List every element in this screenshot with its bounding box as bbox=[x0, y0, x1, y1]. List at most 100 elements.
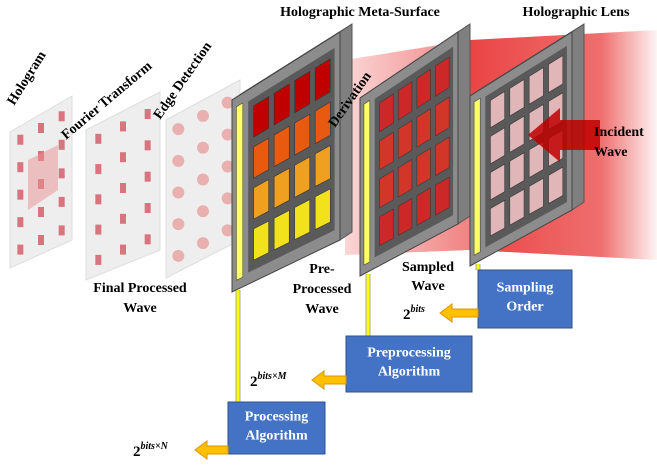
incident-wave: Incident Wave bbox=[594, 125, 644, 160]
meta-surface-title: Holographic Meta-Surface bbox=[280, 5, 440, 20]
pattern-dot bbox=[120, 183, 126, 193]
meta-atom bbox=[397, 158, 413, 198]
panel-side bbox=[457, 23, 471, 225]
pattern-dot bbox=[58, 168, 65, 179]
pattern-dot bbox=[120, 244, 126, 255]
meta-atom bbox=[490, 127, 505, 165]
meta-atom bbox=[314, 58, 331, 102]
pattern-dot bbox=[197, 109, 209, 122]
block-label-line: Algorithm bbox=[378, 365, 441, 380]
pattern-dot bbox=[17, 244, 24, 255]
pattern-dot bbox=[38, 235, 44, 245]
sampled-wave: Sampled Wave bbox=[402, 260, 454, 294]
hologram-patch bbox=[28, 145, 58, 210]
panel-strip bbox=[473, 97, 481, 256]
pattern-dot bbox=[144, 234, 151, 245]
block-label-line: Preprocessing bbox=[367, 346, 450, 361]
block-label: Sampling Order bbox=[497, 281, 554, 315]
pattern-dot bbox=[144, 109, 151, 119]
pattern-dot bbox=[197, 205, 209, 218]
meta-atom bbox=[397, 119, 413, 160]
meta-atom bbox=[435, 96, 450, 137]
algorithm-block bbox=[345, 335, 473, 393]
pattern-dot bbox=[58, 196, 65, 207]
pattern-dot bbox=[172, 249, 185, 262]
algorithm-block bbox=[227, 401, 326, 455]
block-label-line: Processing bbox=[245, 410, 309, 425]
pattern-dot bbox=[197, 237, 209, 250]
meta-atom bbox=[314, 188, 331, 230]
output-exponent: bits×M bbox=[258, 371, 288, 382]
meta-atom bbox=[416, 187, 431, 226]
meta-atom bbox=[314, 145, 331, 188]
pattern-dot bbox=[17, 134, 24, 145]
panel-side bbox=[339, 23, 353, 241]
panel-strip bbox=[363, 99, 371, 266]
meta-atom bbox=[294, 199, 311, 241]
meta-atom bbox=[379, 131, 394, 171]
pattern-dot bbox=[17, 217, 24, 228]
meta-atom bbox=[509, 78, 525, 117]
pattern-dot bbox=[221, 224, 234, 237]
meta-atom bbox=[253, 179, 270, 220]
meta-atom bbox=[509, 188, 525, 226]
pattern-dot bbox=[95, 254, 102, 265]
pattern-dot bbox=[221, 192, 234, 205]
pattern-dot bbox=[95, 224, 102, 235]
pattern-dot bbox=[95, 164, 102, 175]
pattern-dot bbox=[144, 140, 151, 151]
meta-atom bbox=[435, 56, 450, 97]
meta-atom bbox=[379, 93, 394, 133]
output-size: 2bits bbox=[403, 304, 425, 323]
meta-atom bbox=[273, 209, 290, 251]
output-base: 2 bbox=[250, 374, 258, 390]
meta-atom bbox=[379, 170, 394, 209]
meta-atom bbox=[490, 163, 505, 201]
pattern-dot bbox=[38, 123, 44, 133]
pattern-dot bbox=[144, 203, 151, 213]
block-label-line: Algorithm bbox=[245, 429, 308, 444]
hologram-label: Hologram bbox=[5, 48, 50, 108]
meta-atom bbox=[548, 166, 564, 205]
pattern-dot bbox=[221, 96, 234, 109]
meta-atom bbox=[509, 115, 525, 153]
output-size: 2bits×M bbox=[250, 371, 288, 390]
output-arrow bbox=[311, 370, 347, 390]
incident-arrow bbox=[528, 108, 600, 162]
block-label-line: Sampling bbox=[497, 281, 554, 296]
pattern-dot bbox=[17, 162, 24, 173]
pattern-dot bbox=[58, 225, 65, 236]
pattern-dot bbox=[58, 111, 65, 122]
panel-window bbox=[248, 47, 335, 273]
drawing bbox=[9, 23, 657, 402]
algorithm-block bbox=[477, 269, 573, 329]
block-label: Processing Algorithm bbox=[245, 410, 309, 444]
output-size: 2bits×N bbox=[133, 441, 169, 460]
pattern-dot bbox=[17, 189, 24, 200]
pattern-dot bbox=[172, 218, 185, 231]
pattern-dot bbox=[221, 160, 234, 173]
pattern-dot bbox=[120, 121, 126, 132]
pattern-dot bbox=[120, 213, 126, 224]
pattern-dot bbox=[221, 128, 234, 141]
output-exponent: bits×N bbox=[141, 441, 169, 452]
meta-atom bbox=[509, 152, 525, 190]
meta-atom bbox=[253, 96, 270, 138]
meta-atom bbox=[273, 167, 290, 209]
panel-window bbox=[374, 46, 454, 258]
pattern-dot bbox=[197, 173, 209, 186]
pattern-dot bbox=[120, 152, 126, 163]
meta-atom bbox=[490, 90, 505, 129]
block-label-line: Order bbox=[506, 300, 543, 315]
lens-title: Holographic Lens bbox=[523, 5, 631, 20]
meta-atom bbox=[435, 176, 450, 216]
meta-atom bbox=[314, 101, 331, 145]
meta-atom bbox=[253, 220, 270, 261]
meta-atom bbox=[528, 177, 544, 215]
meta-atom bbox=[273, 125, 290, 168]
meta-atom bbox=[379, 208, 394, 247]
pattern-dot bbox=[95, 133, 102, 144]
output-base: 2 bbox=[403, 307, 411, 323]
pattern-dot bbox=[172, 186, 185, 199]
